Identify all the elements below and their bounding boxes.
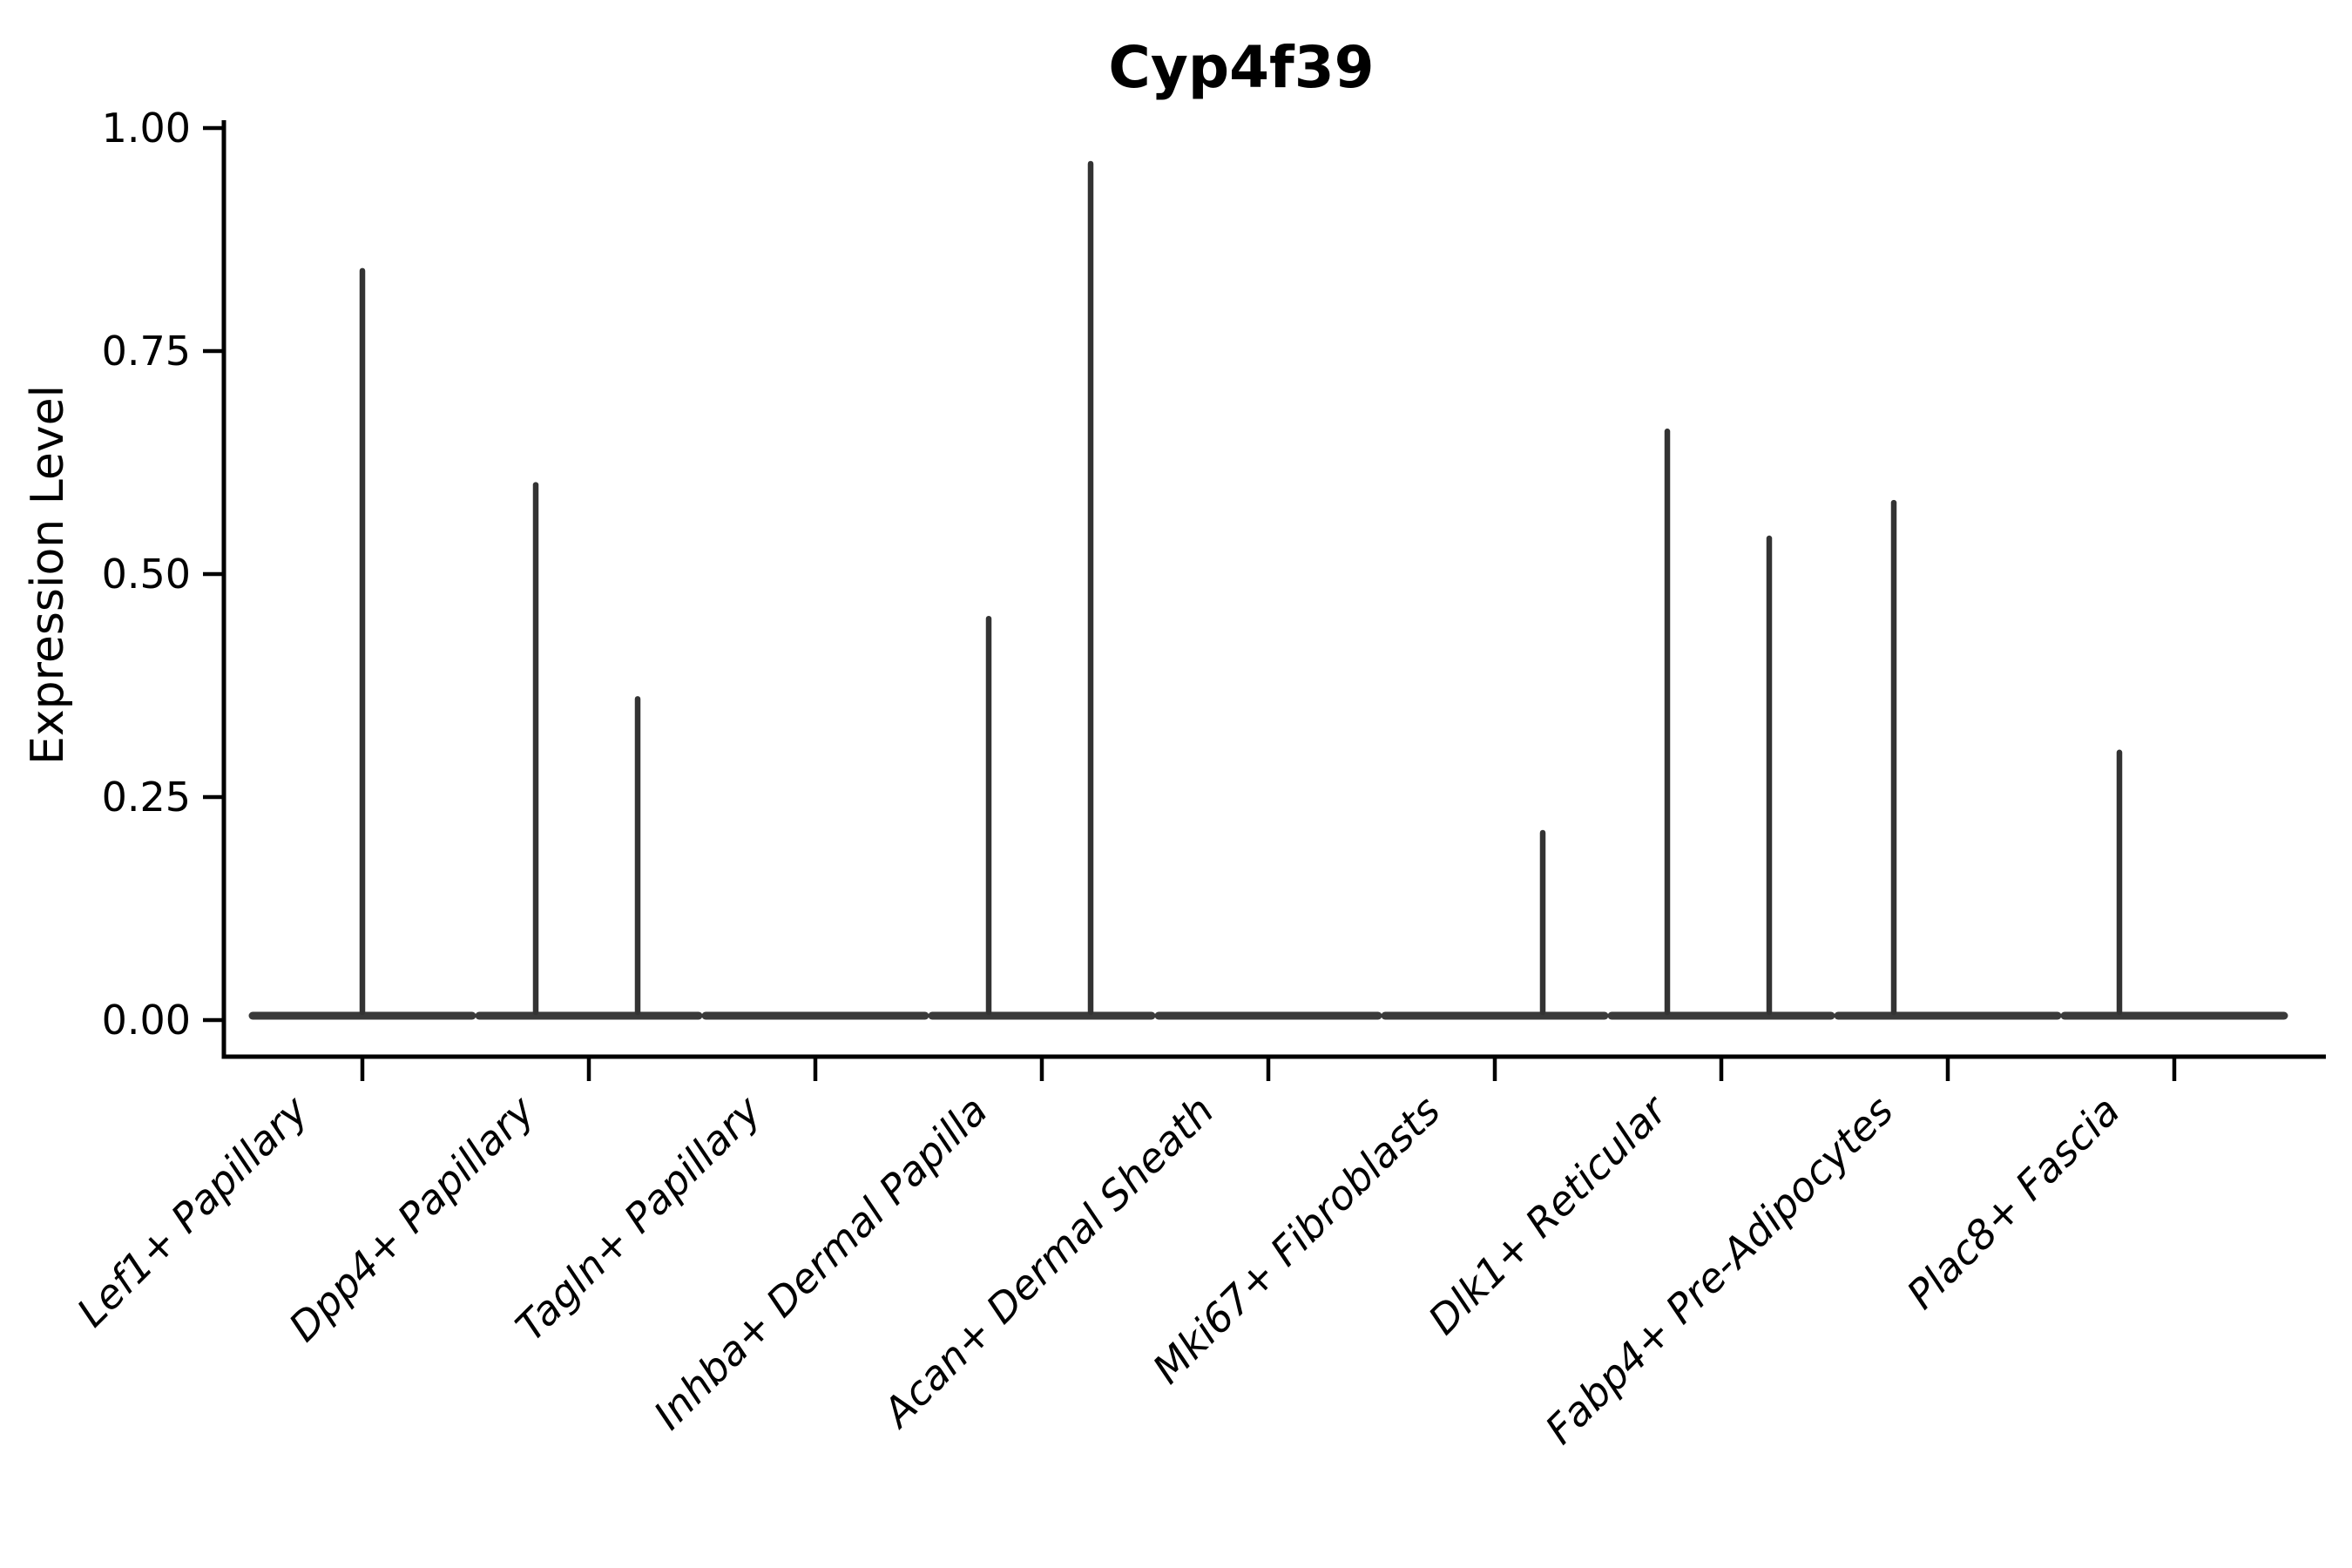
x-tick-label: Tagln+ Papillary xyxy=(506,1086,770,1350)
y-axis-label: Expression Level xyxy=(22,385,74,765)
y-tick-label: 1.00 xyxy=(102,105,191,152)
x-tick-label: Dlk1+ Reticular xyxy=(1419,1085,1678,1343)
x-tick-label: Dpp4+ Papillary xyxy=(280,1086,544,1350)
x-tick-label: Lef1+ Papillary xyxy=(68,1086,317,1335)
chart-title: Cyp4f39 xyxy=(1108,34,1374,101)
y-tick-label: 0.50 xyxy=(102,551,191,598)
x-tick-label: Plac8+ Fascia xyxy=(1897,1087,2128,1318)
y-tick-label: 0.25 xyxy=(102,774,191,821)
y-tick-label: 0.75 xyxy=(102,328,191,375)
y-tick-label: 0.00 xyxy=(102,997,191,1044)
